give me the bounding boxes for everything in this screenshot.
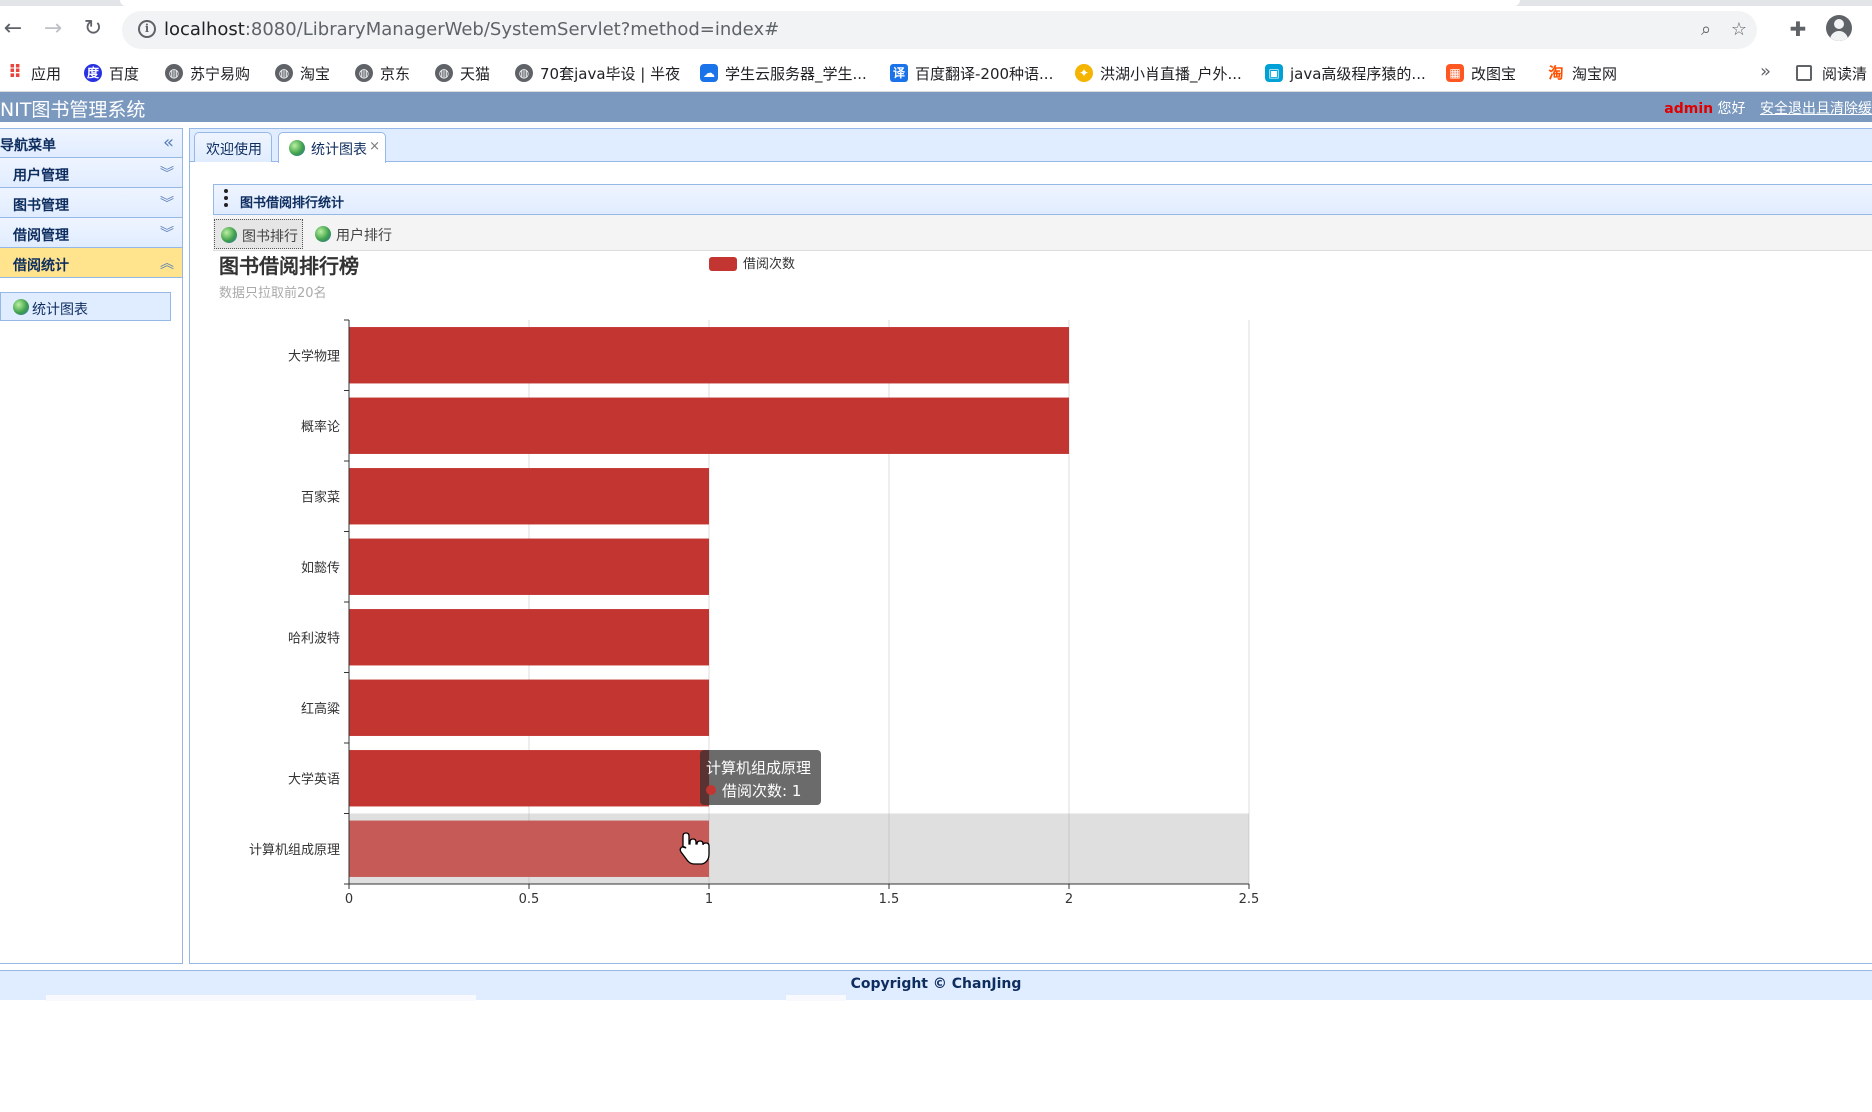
bookmark-baidu-translate[interactable]: 译百度翻译-200种语... <box>890 61 1053 85</box>
bilibili-icon: ▣ <box>1265 64 1283 82</box>
username: admin <box>1664 101 1714 117</box>
double-chevron-down-icon: ︾ <box>160 166 174 182</box>
bookmark-taobao[interactable]: ◍ 淘宝 <box>275 61 330 85</box>
reading-list-icon <box>1796 65 1812 81</box>
zoom-icon[interactable]: ⌕ <box>1700 19 1712 40</box>
reading-list[interactable]: 阅读清 <box>1796 61 1867 85</box>
greeting: 您好 <box>1717 101 1746 117</box>
bookmark-tmall[interactable]: ◍ 天猫 <box>435 61 490 85</box>
bookmarks-more-chevron-icon[interactable]: » <box>1760 61 1772 82</box>
bookmark-live[interactable]: ✦ 洪湖小肖直播_户外... <box>1075 61 1242 85</box>
globe-icon <box>315 226 331 242</box>
bookmark-suning[interactable]: ◍ 苏宁易购 <box>165 61 250 85</box>
tab-welcome[interactable]: 欢迎使用 <box>194 132 272 162</box>
globe-icon <box>289 140 305 156</box>
extensions-puzzle-icon[interactable]: ✚ <box>1789 17 1807 41</box>
cloud-icon: ☁ <box>700 64 718 82</box>
sub-tab-user-ranking[interactable]: 用户排行 <box>309 219 399 249</box>
back-arrow-icon[interactable]: ← <box>3 16 23 41</box>
bookmark-taobao-net[interactable]: 淘淘宝网 <box>1548 64 1618 83</box>
close-icon[interactable]: × <box>369 139 380 154</box>
image-tool-icon: ▦ <box>1446 64 1464 82</box>
panel-header: 图书借阅排行统计 <box>213 184 1872 215</box>
collapse-double-left-icon[interactable]: « <box>162 132 174 153</box>
globe-icon <box>13 299 29 315</box>
logout-link[interactable]: 安全退出且清除缓 <box>1760 101 1872 117</box>
globe-icon: ◍ <box>515 64 533 82</box>
double-chevron-up-icon: ︽ <box>160 256 174 272</box>
url-host: localhost <box>164 19 245 40</box>
bookmarks-bar: ⠿ 应用 度百度 ◍ 苏宁易购 ◍ 淘宝 ◍ 京东 ◍ 天猫 ◍ 70套java毕设 | 半… <box>0 55 1872 92</box>
apps-grid-icon: ⠿ <box>7 62 23 83</box>
panel-title: 图书借阅排行统计 <box>240 196 345 211</box>
main-panel: 欢迎使用 统计图表 × 图书借阅排行统计 图书排行 用户排行 <box>189 128 1872 964</box>
user-area: admin 您好 安全退出且清除缓 <box>1664 98 1872 118</box>
bookmark-jd[interactable]: ◍ 京东 <box>355 61 410 85</box>
bookmark-java-projects[interactable]: ◍ 70套java毕设 | 半夜 <box>515 61 680 85</box>
copyright: Copyright © ChanJing <box>850 976 1022 992</box>
address-bar[interactable]: i localhost:8080/LibraryManagerWeb/Syste… <box>122 11 1757 49</box>
sidebar-section-borrow-management[interactable]: 借阅管理 ︾ <box>0 218 182 248</box>
footer: Copyright © ChanJing <box>0 970 1872 1001</box>
sub-tab-bar: 图书排行 用户排行 <box>213 215 1872 251</box>
bookmark-baidu[interactable]: 度百度 <box>84 61 139 85</box>
live-icon: ✦ <box>1075 64 1093 82</box>
bookmark-bilibili[interactable]: ▣ java高级程序猿的... <box>1265 61 1426 85</box>
translate-icon: 译 <box>890 64 908 82</box>
tab-stat-chart[interactable]: 统计图表 × <box>278 132 386 163</box>
site-info-icon[interactable]: i <box>138 20 156 38</box>
sidebar-section-book-management[interactable]: 图书管理 ︾ <box>0 188 182 218</box>
sidebar-header: 导航菜单 « <box>0 129 182 158</box>
vertical-dots-icon <box>224 189 228 209</box>
app-header: NIT图书管理系统 admin 您好 安全退出且清除缓 <box>0 92 1872 122</box>
reload-icon[interactable]: ↻ <box>83 16 103 41</box>
bookmark-gaitubao[interactable]: ▦ 改图宝 <box>1446 61 1516 85</box>
sidebar-link-stat-chart[interactable]: 统计图表 <box>0 292 171 321</box>
globe-icon: ◍ <box>275 64 293 82</box>
taobao-icon: 淘 <box>1548 64 1564 82</box>
browser-toolbar: ← → ↻ i localhost:8080/LibraryManagerWeb… <box>0 0 1872 55</box>
sidebar-title: 导航菜单 <box>0 138 56 154</box>
url-path: :8080/LibraryManagerWeb/SystemServlet?me… <box>244 19 780 40</box>
sidebar-section-body: 统计图表 <box>0 278 182 1112</box>
baidu-icon: 度 <box>84 64 102 82</box>
globe-icon: ◍ <box>165 64 183 82</box>
tab-bar: 欢迎使用 统计图表 × <box>190 129 1872 163</box>
sidebar-section-borrow-statistics[interactable]: 借阅统计 ︽ <box>0 248 182 278</box>
bookmark-star-icon[interactable]: ☆ <box>1730 19 1748 40</box>
forward-arrow-icon[interactable]: → <box>43 16 63 41</box>
bookmark-apps[interactable]: ⠿ 应用 <box>7 62 62 83</box>
sidebar-section-user-management[interactable]: 用户管理 ︾ <box>0 158 182 188</box>
browser-tabstrip <box>0 0 1872 6</box>
app-title: NIT图书管理系统 <box>0 99 146 121</box>
globe-icon: ◍ <box>435 64 453 82</box>
globe-icon <box>221 227 237 243</box>
profile-avatar-icon[interactable] <box>1826 15 1852 41</box>
double-chevron-down-icon: ︾ <box>160 196 174 212</box>
sidebar: 导航菜单 « 用户管理 ︾ 图书管理 ︾ 借阅管理 ︾ 借阅统计 ︽ 统计图表 <box>0 128 183 964</box>
globe-icon: ◍ <box>355 64 373 82</box>
bookmark-student-cloud[interactable]: ☁ 学生云服务器_学生... <box>700 61 867 85</box>
address-url[interactable]: localhost:8080/LibraryManagerWeb/SystemS… <box>164 19 779 40</box>
sub-tab-book-ranking[interactable]: 图书排行 <box>214 219 303 249</box>
double-chevron-down-icon: ︾ <box>160 226 174 242</box>
